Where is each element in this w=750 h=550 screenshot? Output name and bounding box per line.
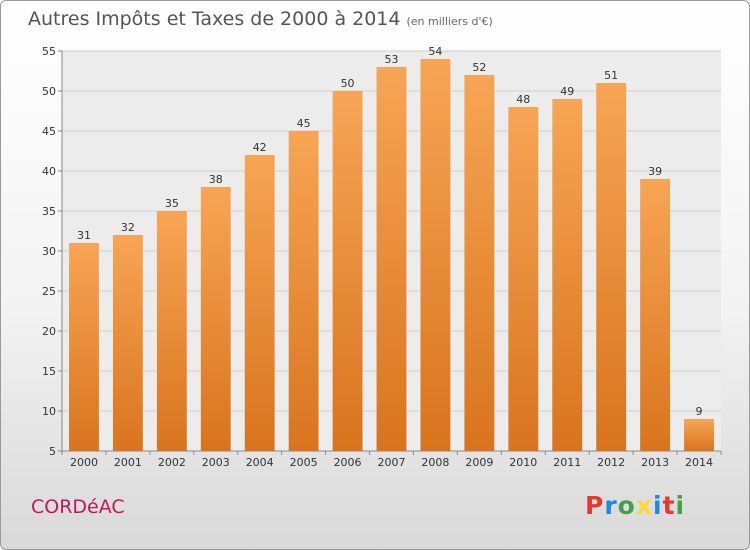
x-tick-label: 2006 bbox=[334, 456, 362, 469]
x-tick-label: 2007 bbox=[378, 456, 406, 469]
y-tick-label: 45 bbox=[42, 125, 56, 138]
bar-value-label: 38 bbox=[209, 173, 223, 186]
bar-value-label: 42 bbox=[253, 141, 267, 154]
y-tick-label: 5 bbox=[49, 445, 56, 458]
y-tick-label: 40 bbox=[42, 165, 56, 178]
y-tick-label: 55 bbox=[42, 45, 56, 58]
y-tick-label: 30 bbox=[42, 245, 56, 258]
x-tick-label: 2001 bbox=[114, 456, 142, 469]
logo-letter: t bbox=[662, 491, 676, 520]
bar-value-label: 45 bbox=[297, 117, 311, 130]
proxiti-logo: Proxiti bbox=[585, 491, 685, 520]
bar bbox=[640, 179, 671, 451]
bar bbox=[552, 99, 583, 451]
bar bbox=[464, 75, 495, 451]
y-tick-label: 20 bbox=[42, 325, 56, 338]
x-tick-label: 2013 bbox=[641, 456, 669, 469]
bar-value-label: 50 bbox=[341, 77, 355, 90]
bar-value-label: 9 bbox=[696, 405, 703, 418]
commune-name: CORDéAC bbox=[31, 496, 125, 518]
y-tick-label: 10 bbox=[42, 405, 56, 418]
bar bbox=[376, 67, 407, 451]
bar bbox=[200, 187, 231, 451]
x-tick-label: 2004 bbox=[246, 456, 274, 469]
bar bbox=[156, 211, 187, 451]
y-tick-label: 35 bbox=[42, 205, 56, 218]
bar-value-label: 52 bbox=[472, 61, 486, 74]
logo-letter: x bbox=[635, 491, 653, 520]
bar bbox=[420, 59, 451, 451]
x-tick-label: 2002 bbox=[158, 456, 186, 469]
bar bbox=[684, 419, 714, 451]
bar bbox=[596, 83, 627, 451]
bar-value-label: 35 bbox=[165, 197, 179, 210]
bar-value-label: 54 bbox=[428, 45, 442, 58]
logo-letter: o bbox=[617, 491, 636, 520]
x-tick-label: 2012 bbox=[597, 456, 625, 469]
x-tick-label: 2014 bbox=[685, 456, 713, 469]
logo-letter: i bbox=[653, 491, 663, 520]
y-tick-label: 50 bbox=[42, 85, 56, 98]
x-tick-label: 2011 bbox=[553, 456, 581, 469]
bar-value-label: 32 bbox=[121, 221, 135, 234]
x-tick-label: 2008 bbox=[421, 456, 449, 469]
bar-value-label: 49 bbox=[560, 85, 574, 98]
bar bbox=[288, 131, 319, 451]
x-tick-label: 2000 bbox=[70, 456, 98, 469]
chart-title: Autres Impôts et Taxes de 2000 à 2014 (en… bbox=[28, 8, 493, 30]
x-tick-label: 2005 bbox=[290, 456, 318, 469]
bar-value-label: 53 bbox=[385, 53, 399, 66]
x-tick-label: 2010 bbox=[509, 456, 537, 469]
chart-subtitle: (en milliers d'€) bbox=[406, 15, 493, 28]
bar bbox=[69, 243, 99, 451]
bar bbox=[244, 155, 275, 451]
chart-title-text: Autres Impôts et Taxes de 2000 à 2014 bbox=[28, 8, 401, 30]
logo-letter: r bbox=[604, 491, 618, 520]
logo-letter: P bbox=[585, 491, 605, 520]
bar bbox=[112, 235, 143, 451]
x-tick-label: 2003 bbox=[202, 456, 230, 469]
logo-letter: i bbox=[675, 491, 686, 520]
bar bbox=[508, 107, 539, 451]
x-tick-label: 2009 bbox=[465, 456, 493, 469]
y-tick-label: 25 bbox=[42, 285, 56, 298]
bar-value-label: 31 bbox=[77, 229, 91, 242]
bar-value-label: 39 bbox=[648, 165, 662, 178]
y-tick-label: 15 bbox=[42, 365, 56, 378]
bar-value-label: 48 bbox=[516, 93, 530, 106]
bar-value-label: 51 bbox=[604, 69, 618, 82]
bar bbox=[332, 91, 363, 451]
